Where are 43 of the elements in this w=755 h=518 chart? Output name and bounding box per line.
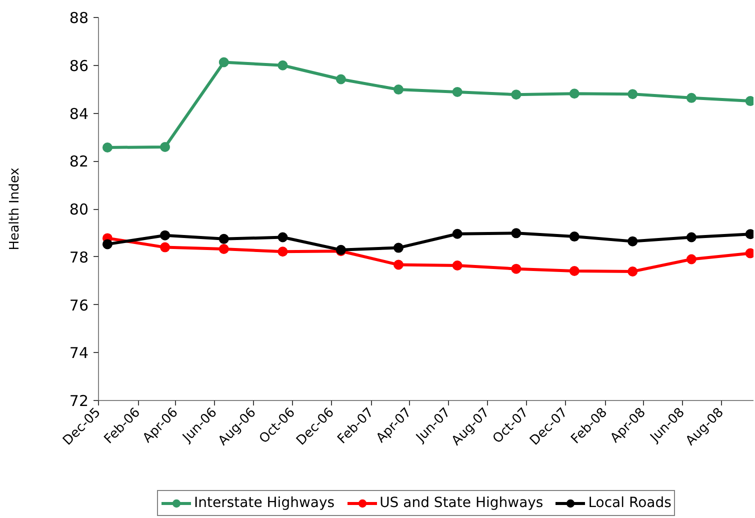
point [160,142,170,152]
point [686,254,696,264]
y-tick-label: 86 [69,56,89,75]
point [278,246,288,257]
point [218,234,229,244]
point [102,239,112,250]
point [278,232,288,242]
y-tick-label: 76 [69,296,89,314]
legend-label: Interstate Highways [194,494,335,512]
y-tick-label: 78 [69,248,89,266]
y-axis-title: Health Index [7,167,22,250]
point [628,236,638,246]
point [218,57,229,68]
point [278,60,288,70]
point [686,232,696,242]
point [628,266,638,276]
point [628,89,638,100]
point [569,232,580,242]
y-tick-label: 74 [69,344,89,362]
point [511,90,522,100]
y-tick-label: 88 [69,9,89,27]
point [218,244,229,254]
y-tick-label: 72 [69,392,89,410]
point [102,142,112,152]
point [393,242,404,253]
point [569,88,580,99]
point [511,264,522,274]
point [452,228,462,239]
y-tick-label: 80 [69,200,89,218]
point [511,228,522,238]
y-tick-label: 82 [69,152,89,171]
point [160,242,170,252]
point [569,266,580,276]
point [393,84,404,95]
point [452,86,462,97]
point [336,74,346,84]
point [393,260,404,270]
point [452,260,462,270]
point [160,230,170,240]
legend-label: Local Roads [588,494,672,512]
point [686,92,696,103]
legend-label: US and State Highways [380,494,544,512]
y-tick-label: 84 [69,104,89,123]
